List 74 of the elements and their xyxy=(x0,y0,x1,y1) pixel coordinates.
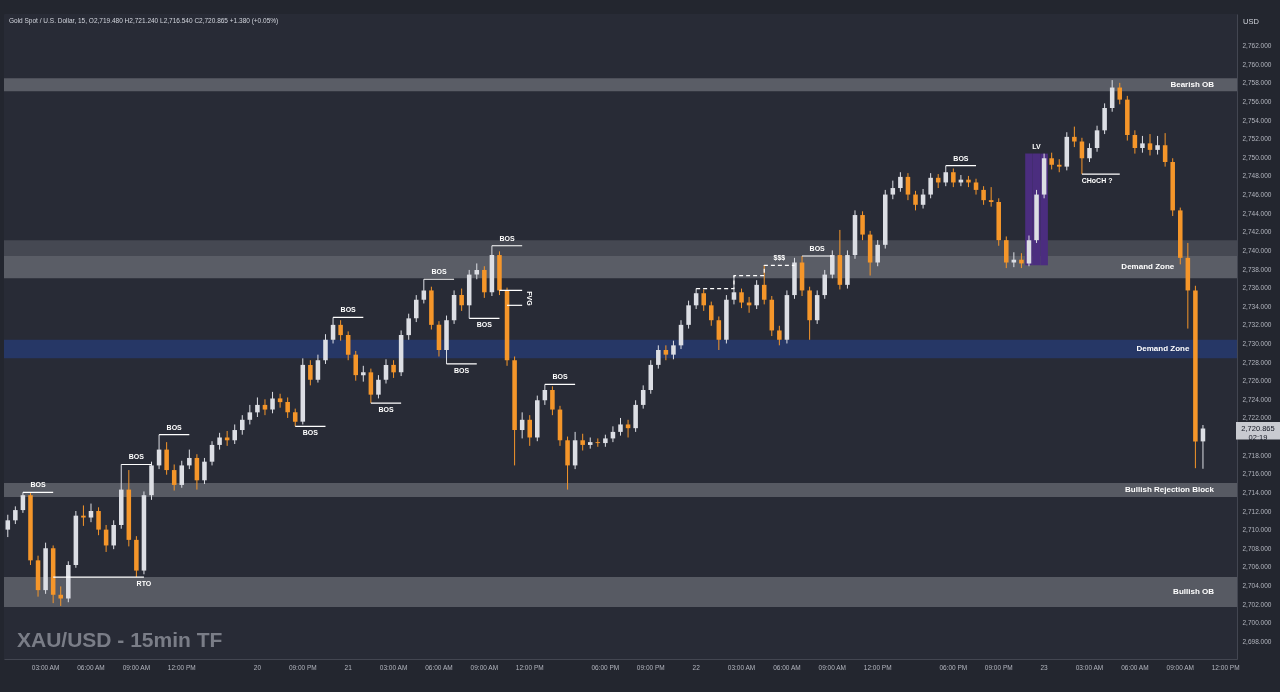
candlestick xyxy=(973,178,979,196)
band-label: Demand Zone xyxy=(1121,262,1175,272)
band-label: Bearish OB xyxy=(1170,79,1215,89)
candlestick xyxy=(232,423,237,445)
candlestick xyxy=(262,398,268,416)
candlestick xyxy=(1155,135,1160,156)
candlestick xyxy=(247,404,253,425)
candlestick xyxy=(338,319,343,342)
candlestick xyxy=(58,585,63,607)
candlestick xyxy=(88,503,94,523)
candlestick xyxy=(270,391,275,414)
candlestick xyxy=(928,172,933,199)
candlestick xyxy=(345,330,351,361)
candlestick xyxy=(368,368,374,404)
candlestick xyxy=(898,171,903,193)
candlestick xyxy=(822,269,828,300)
candlestick xyxy=(1094,125,1100,153)
candlestick xyxy=(633,399,638,433)
band-label: Bullish Rejection Block xyxy=(1125,485,1215,495)
candlestick xyxy=(739,288,744,309)
candlestick xyxy=(671,340,676,360)
candlestick xyxy=(179,460,185,489)
candlestick xyxy=(777,325,782,346)
candlestick xyxy=(187,449,192,470)
candlestick xyxy=(406,313,411,341)
candlestick xyxy=(830,249,835,279)
candlestick xyxy=(981,185,986,206)
candlestick xyxy=(905,172,911,201)
candlestick xyxy=(376,374,381,399)
candlestick xyxy=(353,350,359,382)
candlestick xyxy=(81,504,86,527)
candlestick xyxy=(709,301,714,327)
candlestick xyxy=(890,180,896,200)
candlestick xyxy=(315,354,321,384)
candlestick xyxy=(421,278,427,304)
candlestick xyxy=(164,441,169,476)
candlestick xyxy=(875,239,880,267)
candlestick xyxy=(754,279,759,310)
candlestick xyxy=(1117,82,1123,105)
candlestick xyxy=(459,288,464,312)
candlestick xyxy=(656,344,661,370)
candlestick xyxy=(550,385,555,416)
candlestick xyxy=(1072,126,1077,148)
candlestick xyxy=(913,190,918,211)
candlestick xyxy=(111,519,116,550)
candlestick xyxy=(686,300,691,330)
candlestick xyxy=(988,186,994,208)
candlestick xyxy=(240,414,245,436)
candlestick xyxy=(1087,142,1092,163)
candlestick xyxy=(716,315,722,351)
candlestick xyxy=(527,414,532,447)
candlestick xyxy=(663,344,669,361)
candlestick xyxy=(860,210,865,241)
candlestick xyxy=(285,396,290,419)
band-label: Bullish OB xyxy=(1173,586,1215,596)
candlestick xyxy=(413,294,419,323)
candlestick xyxy=(323,333,328,365)
candlestick xyxy=(202,457,207,485)
candlestick xyxy=(5,514,11,538)
candlestick xyxy=(482,265,487,299)
candlestick xyxy=(277,393,283,409)
candlestick xyxy=(701,289,706,312)
candlestick xyxy=(1147,133,1153,156)
candlestick xyxy=(731,275,737,305)
candlestick xyxy=(96,506,101,536)
candlestick xyxy=(595,437,601,448)
candlestick xyxy=(625,419,631,438)
candlestick xyxy=(255,396,260,418)
candlestick xyxy=(951,168,956,188)
band-label: Demand Zone xyxy=(1136,344,1190,354)
candlestick xyxy=(1004,235,1009,269)
text: XAU/USD - 15min TF xyxy=(17,628,223,651)
candlestick xyxy=(1102,102,1107,135)
candlestick xyxy=(308,359,313,386)
